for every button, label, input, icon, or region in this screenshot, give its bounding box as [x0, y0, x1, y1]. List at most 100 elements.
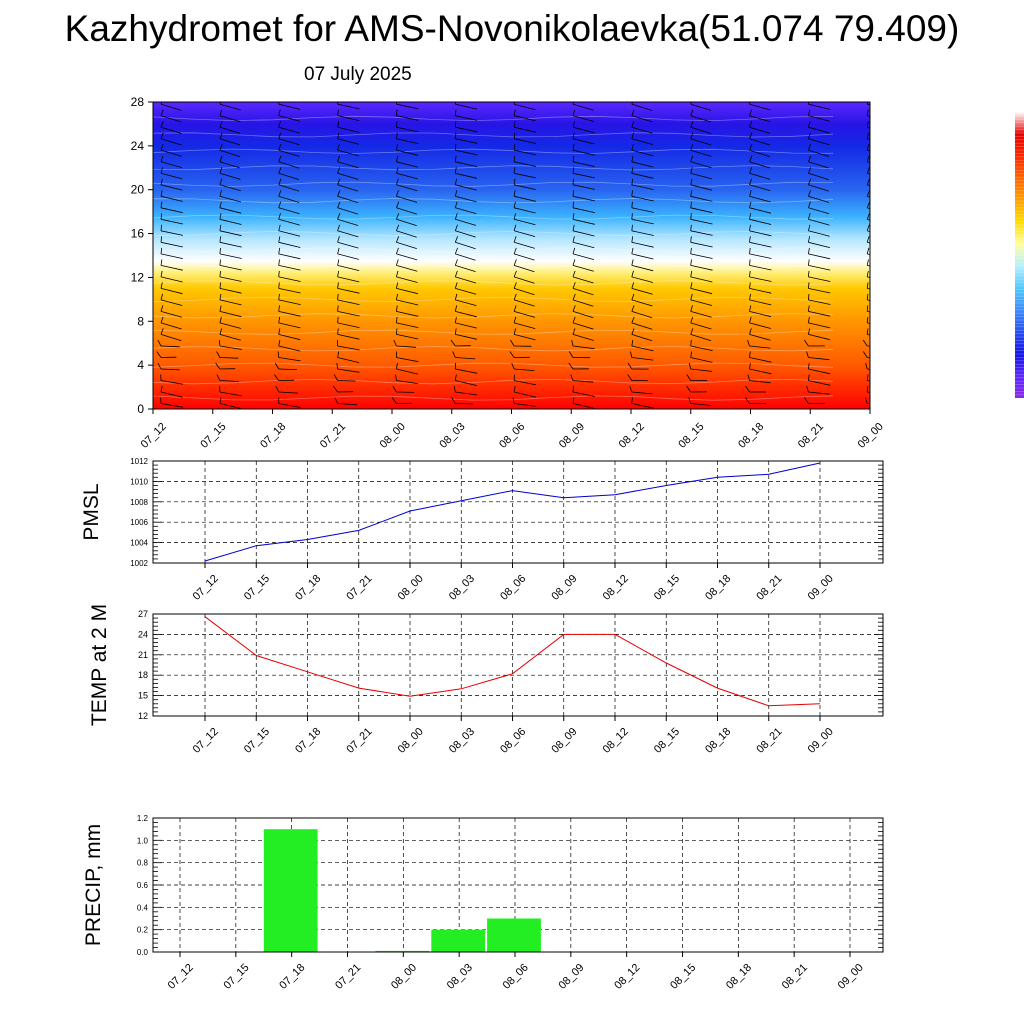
wind-barb — [160, 385, 163, 393]
x-tick-label: 08_06 — [497, 421, 527, 451]
wind-barb — [749, 102, 751, 105]
wind-barb — [631, 167, 634, 174]
wind-barb-shaft — [513, 276, 535, 284]
wind-barb-shaft — [219, 265, 242, 271]
wind-barb-shaft — [455, 357, 476, 360]
wind-barb — [219, 167, 223, 174]
wind-barb-shaft — [690, 115, 712, 123]
y-tick-label: 1008 — [130, 498, 148, 507]
wind-barb-shaft — [749, 299, 772, 306]
wind-barb-shaft — [749, 115, 771, 123]
wind-barb-shaft — [455, 311, 477, 318]
wind-barb-shaft — [572, 184, 595, 190]
wind-barb-shaft — [690, 276, 713, 283]
wind-barb-shaft — [572, 288, 594, 296]
wind-barb-shaft — [219, 184, 241, 192]
wind-barb-shaft — [278, 345, 301, 352]
wind-barb-shaft — [455, 184, 477, 191]
wind-barb-shaft — [749, 207, 771, 214]
wind-barb — [160, 201, 163, 208]
wind-barb — [572, 132, 575, 139]
wind-barb-shaft — [455, 380, 477, 386]
wind-barb — [509, 351, 515, 358]
wind-barb — [219, 190, 222, 197]
wind-barb — [337, 155, 340, 162]
wind-barb — [274, 362, 280, 370]
wind-barb-shaft — [337, 241, 359, 249]
wind-barb-shaft — [514, 207, 536, 214]
wind-barb — [631, 132, 635, 139]
wind-barb — [454, 155, 457, 162]
wind-barb-shaft — [690, 345, 713, 351]
x-tick-label: 07_18 — [258, 421, 288, 451]
wind-barb-shaft — [808, 115, 830, 122]
wind-barb-shaft — [513, 241, 535, 249]
wind-barb-shaft — [160, 103, 182, 111]
wind-barb-shaft — [513, 299, 535, 307]
wind-barb — [337, 224, 340, 231]
wind-barb-shaft — [690, 357, 713, 363]
wind-barb-shaft — [513, 253, 535, 261]
wind-barb-shaft — [219, 322, 242, 329]
wind-barb-shaft — [160, 149, 182, 157]
wind-barb — [278, 259, 280, 266]
wind-barb — [808, 224, 811, 231]
x-tick-label: 08_03 — [437, 421, 467, 451]
wind-barb — [808, 293, 810, 300]
wind-barb — [631, 328, 635, 335]
wind-barb — [808, 121, 811, 128]
wind-barb — [216, 374, 221, 381]
wind-barb-shaft — [513, 218, 536, 226]
wind-barb-shaft — [396, 380, 419, 384]
isoline — [153, 115, 834, 122]
wind-barb — [866, 190, 870, 197]
wind-barb — [219, 305, 222, 312]
wind-barb-shaft — [455, 126, 478, 133]
wind-barb — [278, 121, 281, 128]
wind-barb-shaft — [337, 149, 359, 157]
x-tick-label: 08_15 — [668, 962, 698, 992]
x-tick-label: 07_12 — [191, 573, 221, 603]
wind-barb — [396, 247, 399, 255]
wind-barb — [160, 247, 163, 254]
wind-barb-shaft — [808, 218, 830, 226]
wind-barb — [627, 374, 633, 381]
wind-barb-shaft — [572, 311, 594, 319]
wind-barb — [866, 247, 870, 255]
wind-barb — [160, 213, 163, 220]
y-tick-label: 1010 — [130, 477, 148, 486]
wind-barb-shaft — [278, 207, 300, 215]
wind-barb-shaft — [278, 161, 300, 169]
wind-barb — [278, 155, 282, 162]
wind-barb — [572, 102, 575, 105]
wind-barb-shaft — [808, 276, 831, 282]
wind-barb-shaft — [219, 126, 241, 134]
wind-barb — [513, 316, 517, 324]
wind-barb — [749, 259, 751, 266]
wind-barb — [396, 109, 398, 116]
wind-barb — [808, 374, 810, 381]
wind-barb — [219, 224, 222, 231]
wind-barb — [866, 236, 870, 243]
wind-barb-shaft — [749, 230, 772, 237]
y-tick-label: 16 — [131, 227, 145, 241]
wind-barb — [808, 362, 810, 370]
wind-barb — [396, 190, 399, 197]
wind-barb — [396, 362, 398, 370]
y-tick-label: 0.4 — [137, 903, 149, 912]
wind-barb — [749, 293, 751, 300]
wind-barb — [513, 155, 516, 162]
wind-barb-shaft — [690, 288, 713, 295]
wind-barb — [572, 201, 575, 208]
wind-barb-shaft — [160, 276, 183, 283]
wind-barb-shaft — [337, 345, 360, 351]
wind-barb — [513, 167, 516, 174]
wind-barb — [160, 144, 164, 151]
wind-barb-shaft — [455, 253, 476, 261]
wind-barb-shaft — [572, 380, 594, 383]
wind-barb — [866, 305, 869, 312]
wind-barb-shaft — [808, 391, 830, 395]
wind-barb — [808, 190, 811, 197]
wind-barb — [688, 362, 692, 370]
x-tick-label: 08_15 — [676, 421, 706, 451]
